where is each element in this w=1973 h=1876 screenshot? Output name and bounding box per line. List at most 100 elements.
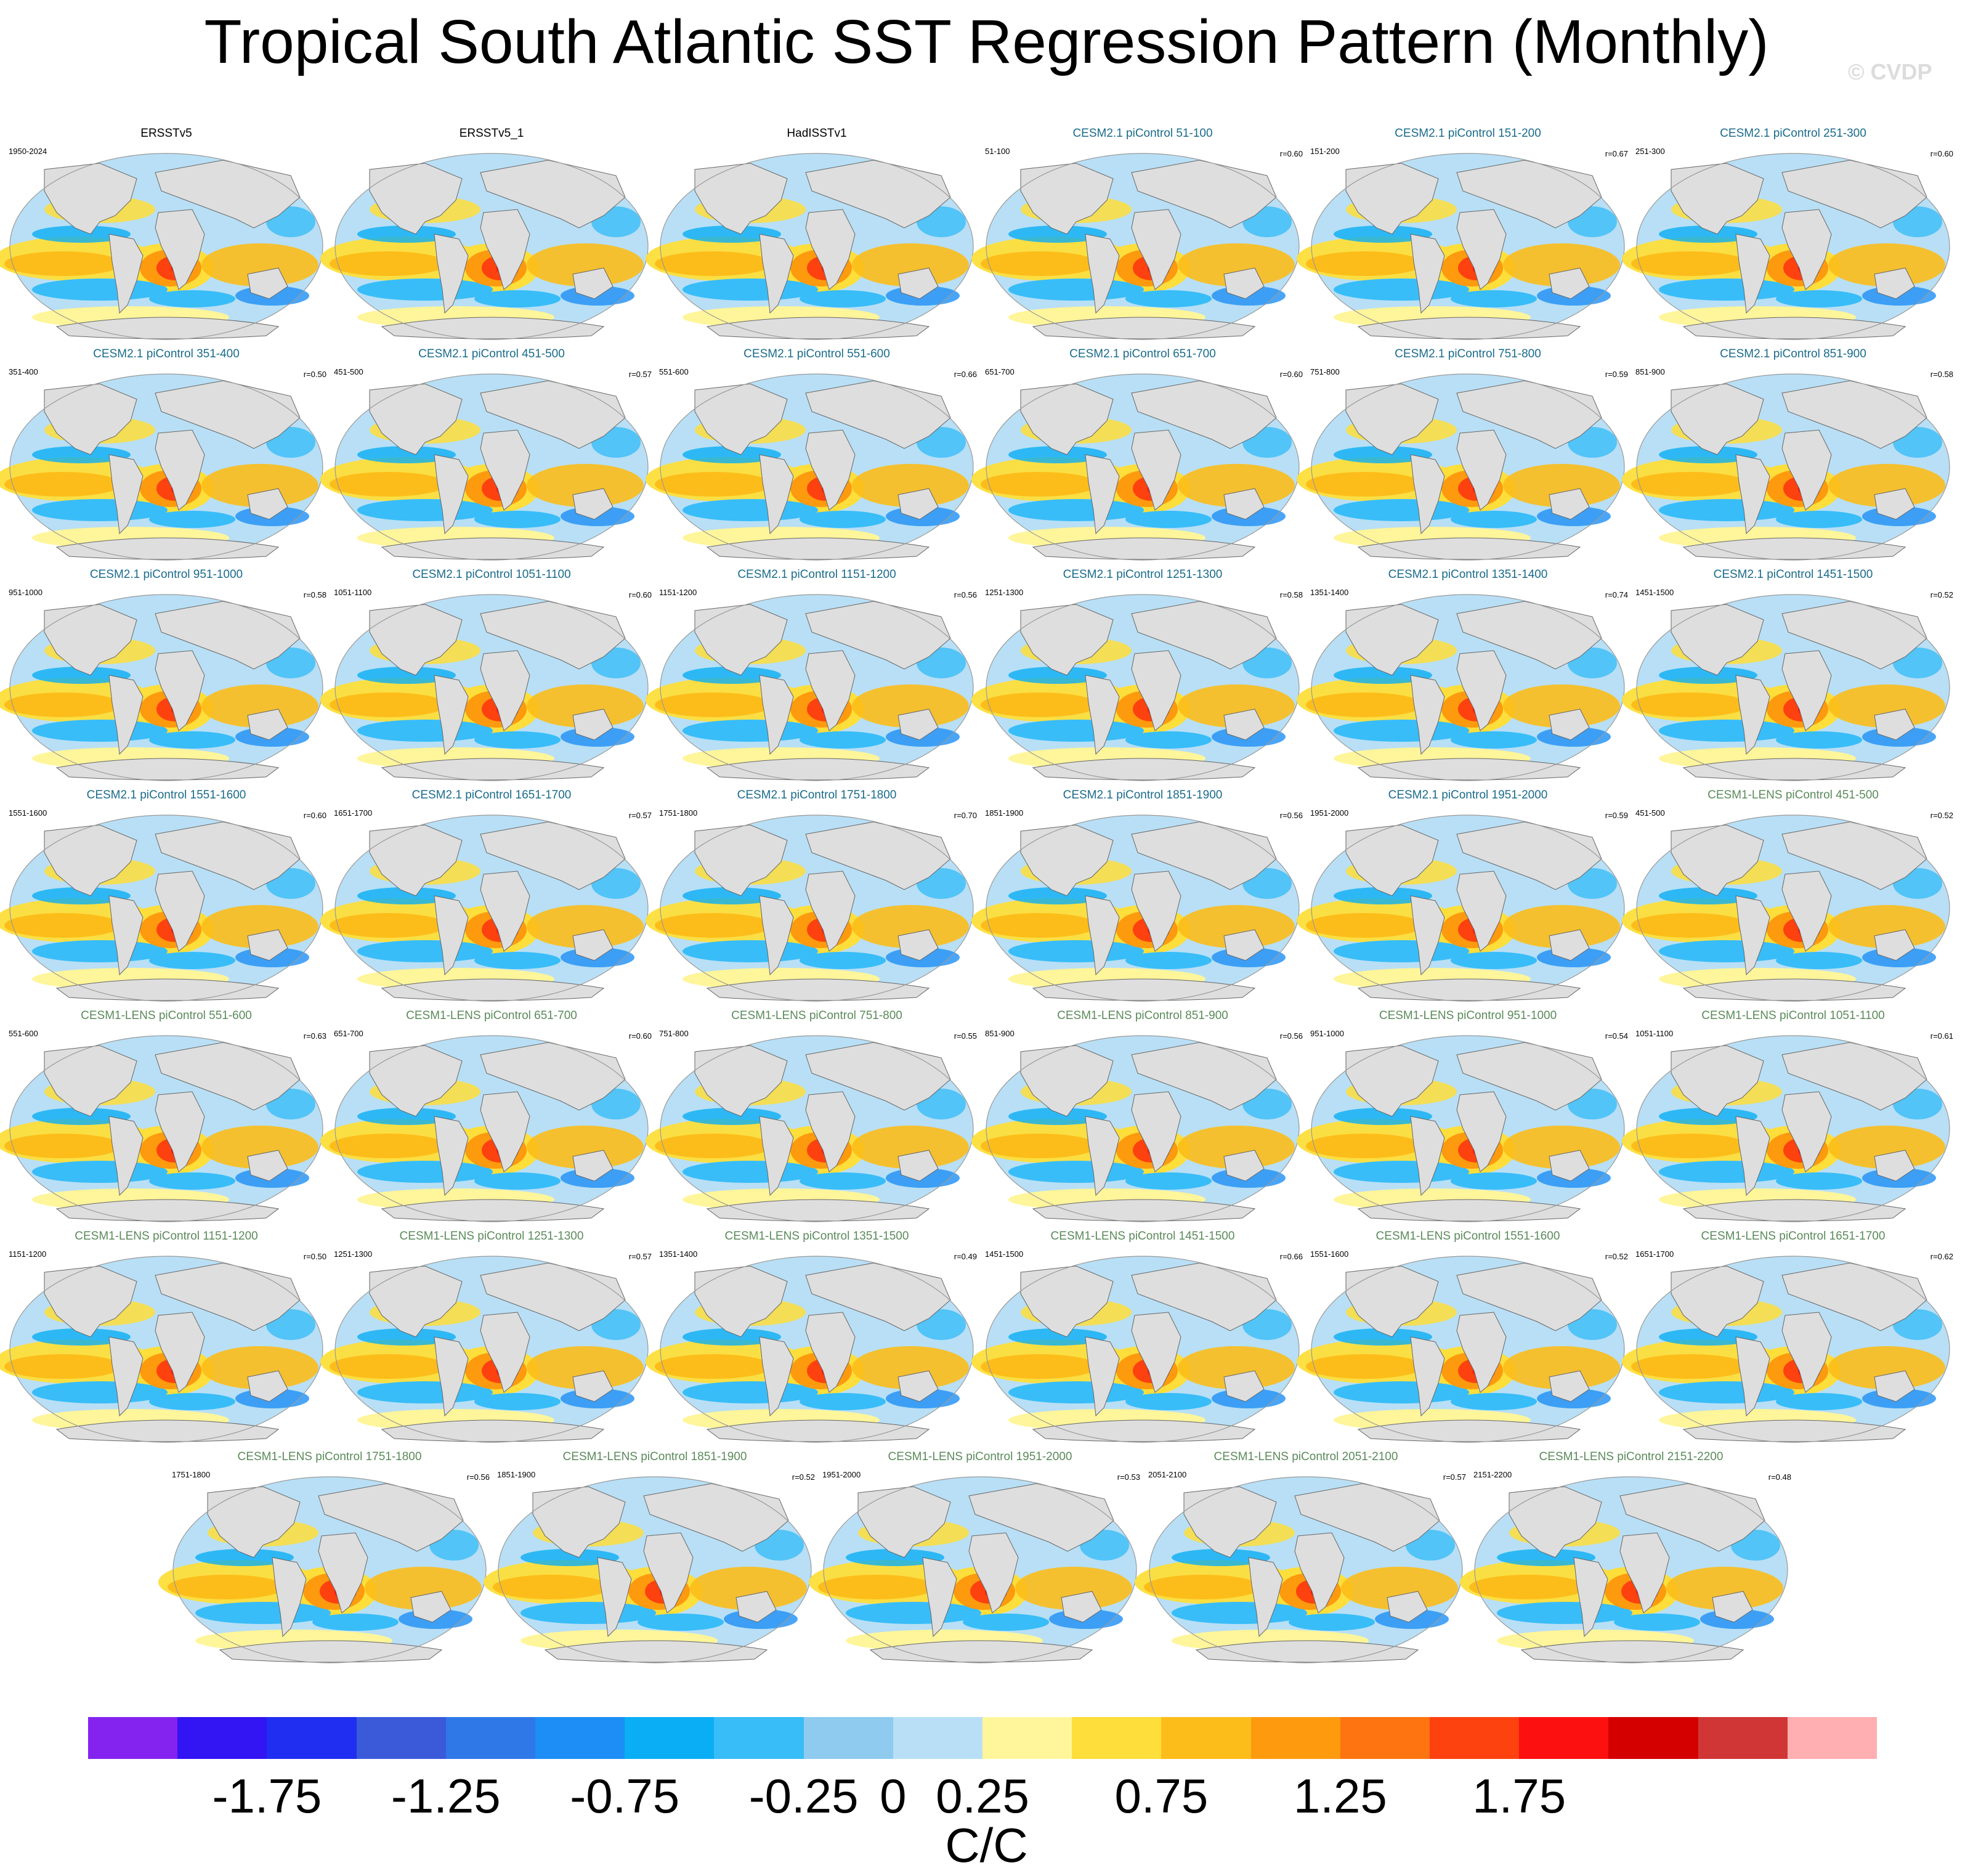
panel-title: CESM2.1 piControl 1951-2000 <box>1388 789 1548 802</box>
sst-regression-map <box>645 153 974 340</box>
panel-title: CESM1-LENS piControl 1351-1500 <box>725 1230 909 1243</box>
panel-pattern-correlation: r=0.55 <box>954 1031 977 1041</box>
sst-regression-map <box>0 1256 323 1443</box>
panel-period-label: 1551-1600 <box>1310 1249 1348 1259</box>
panel-period-label: 951-1000 <box>9 588 43 597</box>
panel-title: ERSSTv5 <box>140 127 192 140</box>
panel-title: CESM2.1 piControl 1451-1500 <box>1714 568 1873 581</box>
colorbar-tick-label: 0 <box>880 1769 907 1823</box>
colorbar-segment <box>267 1717 357 1759</box>
panel-pattern-correlation: r=0.57 <box>1443 1472 1466 1482</box>
panel-period-label: 351-400 <box>9 367 38 376</box>
panel-period-label: 851-900 <box>985 1029 1015 1038</box>
panel-period-label: 1751-1800 <box>659 808 697 818</box>
sst-regression-map <box>645 1256 974 1443</box>
panel-pattern-correlation: r=0.50 <box>304 1252 326 1261</box>
colorbar-segment <box>445 1717 536 1759</box>
panel-period-label: 751-800 <box>659 1029 689 1038</box>
panel-title: CESM2.1 piControl 651-700 <box>1069 347 1216 360</box>
map-panel: CESM2.1 piControl 651-700 651-700 r=0.60 <box>971 347 1303 561</box>
panel-period-label: 1950-2024 <box>9 147 47 156</box>
sst-regression-map <box>320 814 649 1002</box>
map-panel: CESM1-LENS piControl 651-700 651-700 r=0.6… <box>320 1009 652 1222</box>
panel-period-label: 151-200 <box>1310 147 1340 156</box>
map-panel: CESM2.1 piControl 1851-1900 1851-1900 r=0.… <box>971 789 1303 1002</box>
sst-regression-map <box>971 1256 1300 1443</box>
colorbar-segment <box>1608 1717 1698 1759</box>
colorbar-tick-label: 0.25 <box>936 1769 1029 1823</box>
map-panel: CESM1-LENS piControl 1251-1300 1251-1300 r… <box>320 1230 652 1443</box>
sst-regression-map <box>645 1035 974 1222</box>
panel-period-label: 1951-2000 <box>1310 808 1348 818</box>
map-panel: CESM1-LENS piControl 1551-1600 1551-1600 r… <box>1296 1230 1628 1443</box>
colorbar-segment <box>1340 1717 1430 1759</box>
panel-period-label: 1751-1800 <box>172 1470 210 1479</box>
map-panel: CESM2.1 piControl 1051-1100 1051-1100 r=0.… <box>320 568 652 781</box>
panel-title: CESM1-LENS piControl 951-1000 <box>1379 1009 1557 1022</box>
map-panel: CESM2.1 piControl 1951-2000 1951-2000 r=0.… <box>1296 789 1628 1002</box>
colorbar-segment <box>356 1717 446 1759</box>
colorbar <box>88 1717 1878 1759</box>
panel-pattern-correlation: r=0.74 <box>1605 590 1628 599</box>
panel-period-label: 2051-2100 <box>1148 1470 1186 1479</box>
map-panel: CESM2.1 piControl 1251-1300 1251-1300 r=0.… <box>971 568 1303 781</box>
colorbar-segment <box>1250 1717 1340 1759</box>
sst-regression-map <box>971 373 1300 561</box>
colorbar-tick-label: 1.25 <box>1293 1769 1387 1823</box>
panel-pattern-correlation: r=0.52 <box>792 1472 815 1482</box>
map-panel: CESM1-LENS piControl 551-600 551-600 r=0.6… <box>0 1009 326 1222</box>
panel-title: CESM2.1 piControl 1051-1100 <box>412 568 570 581</box>
panel-period-label: 851-900 <box>1635 367 1665 376</box>
panel-title: CESM1-LENS piControl 1151-1200 <box>75 1230 257 1243</box>
map-panel: CESM2.1 piControl 851-900 851-900 r=0.58 <box>1621 347 1953 561</box>
panel-period-label: 51-100 <box>985 147 1010 156</box>
map-panel: CESM2.1 piControl 951-1000 951-1000 r=0.58 <box>0 568 326 781</box>
sst-regression-map <box>320 373 649 561</box>
colorbar-units: C/C <box>945 1818 1028 1872</box>
panel-pattern-correlation: r=0.50 <box>304 370 326 379</box>
panel-pattern-correlation: r=0.56 <box>954 590 977 599</box>
panel-period-label: 551-600 <box>9 1029 38 1038</box>
panel-period-label: 1951-2000 <box>822 1470 861 1479</box>
colorbar-segment <box>1787 1717 1878 1759</box>
sst-regression-map <box>1459 1476 1788 1663</box>
colorbar-segment <box>1161 1717 1251 1759</box>
panel-title: CESM1-LENS piControl 1751-1800 <box>238 1450 422 1463</box>
colorbar-segment <box>1698 1717 1788 1759</box>
sst-regression-map <box>971 153 1300 340</box>
sst-regression-map <box>320 1256 649 1443</box>
panel-period-label: 1151-1200 <box>9 1249 46 1259</box>
panel-pattern-correlation: r=0.60 <box>1280 149 1303 158</box>
map-panel: HadISSTv1 <box>645 127 974 340</box>
panel-title: CESM2.1 piControl 951-1000 <box>90 568 243 581</box>
panel-title: CESM1-LENS piControl 1851-1900 <box>563 1450 747 1463</box>
panel-pattern-correlation: r=0.54 <box>1605 1031 1628 1041</box>
map-panel: CESM1-LENS piControl 751-800 751-800 r=0.5… <box>645 1009 977 1222</box>
panel-title: CESM2.1 piControl 1651-1700 <box>412 789 572 802</box>
panel-pattern-correlation: r=0.57 <box>629 1252 652 1261</box>
panel-period-label: 651-700 <box>334 1029 363 1038</box>
map-panel: CESM1-LENS piControl 451-500 451-500 r=0.5… <box>1621 789 1953 1002</box>
panel-pattern-correlation: r=0.66 <box>954 370 977 379</box>
sst-regression-map <box>1621 814 1950 1002</box>
sst-regression-map <box>1296 814 1625 1002</box>
map-panel: CESM1-LENS piControl 1451-1500 1451-1500 r… <box>971 1230 1303 1443</box>
panel-pattern-correlation: r=0.62 <box>1930 1252 1953 1261</box>
panel-pattern-correlation: r=0.57 <box>629 370 652 379</box>
panel-pattern-correlation: r=0.60 <box>629 1031 652 1041</box>
map-panel: CESM1-LENS piControl 1751-1800 1751-1800 r… <box>158 1450 490 1663</box>
colorbar-segment <box>714 1717 804 1759</box>
sst-regression-map <box>1621 1035 1950 1222</box>
panel-title: CESM1-LENS piControl 1951-2000 <box>888 1450 1072 1463</box>
colorbar-segment <box>177 1717 267 1759</box>
panel-period-label: 451-500 <box>1635 808 1665 818</box>
sst-regression-map <box>971 814 1300 1002</box>
colorbar-segment <box>625 1717 715 1759</box>
colorbar-tick-labels: -1.75 -1.25 -0.75 -0.25 0 0.25 0.75 1.25 1.75 <box>88 1768 1877 1830</box>
map-panel: CESM1-LENS piControl 2051-2100 2051-2100 r… <box>1134 1450 1466 1663</box>
panel-title: CESM2.1 piControl 551-600 <box>743 347 890 360</box>
panel-title: CESM1-LENS piControl 651-700 <box>406 1009 577 1022</box>
panel-pattern-correlation: r=0.59 <box>1605 811 1628 820</box>
map-panel: CESM2.1 piControl 151-200 151-200 r=0.67 <box>1296 127 1628 340</box>
panel-pattern-correlation: r=0.49 <box>954 1252 977 1261</box>
